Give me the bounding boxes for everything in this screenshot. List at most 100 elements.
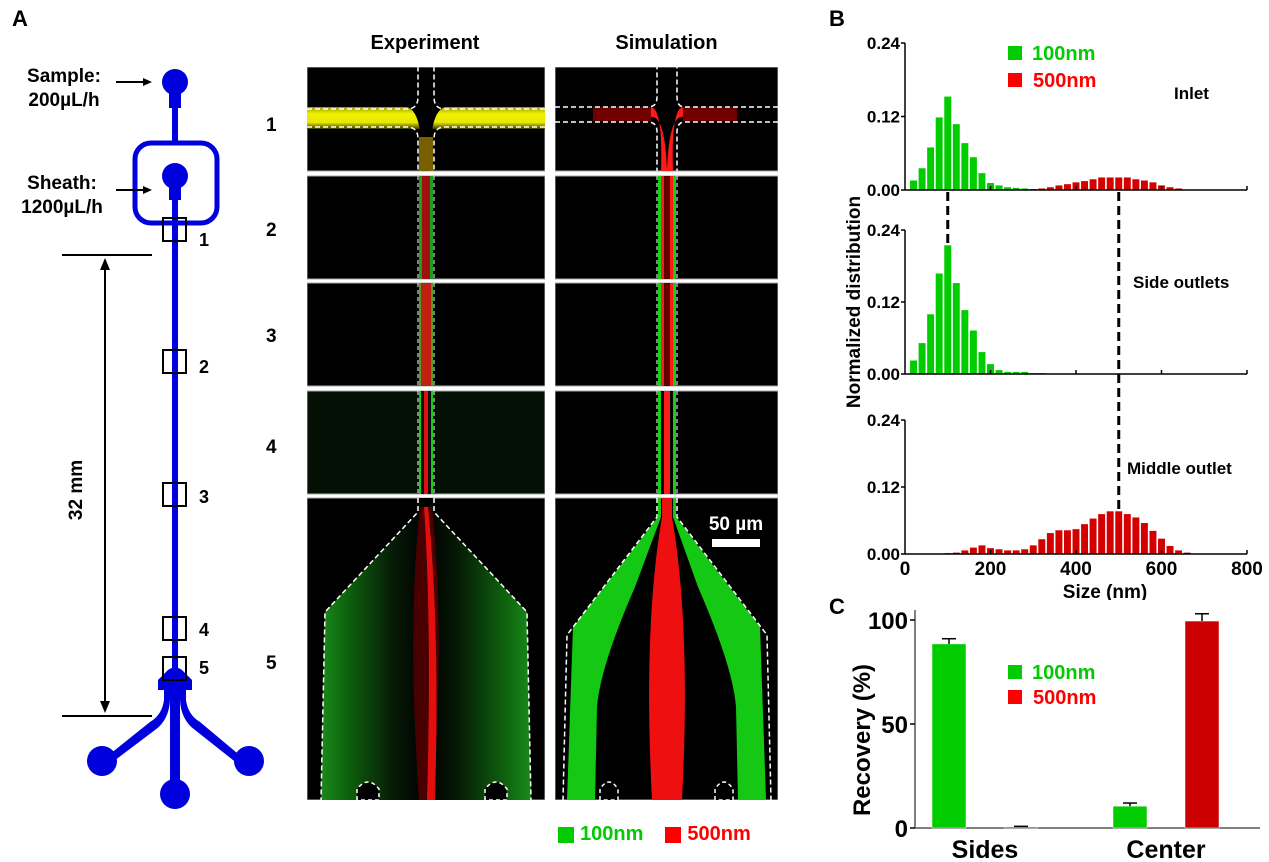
sample-rate: 200µL/h bbox=[28, 90, 100, 111]
x-tick-label: Center bbox=[1126, 836, 1205, 862]
column-title-simulation: Simulation bbox=[615, 32, 718, 54]
histogram-bar bbox=[1123, 176, 1132, 191]
histogram-bar bbox=[952, 123, 961, 191]
y-tick-label: 0.00 bbox=[867, 365, 900, 384]
histogram-subplot: 0.00 0.12 0.24 0 200 400 600 800 bbox=[867, 411, 1263, 580]
recovery-legend: 100nm 500nm bbox=[1008, 662, 1096, 709]
sample-channel bbox=[172, 100, 178, 145]
experiment-row-4 bbox=[307, 390, 545, 495]
histogram-bar bbox=[1089, 178, 1098, 191]
histogram-bar bbox=[1123, 513, 1132, 555]
histogram-bar bbox=[1148, 181, 1158, 191]
panel-label-c: C bbox=[829, 594, 845, 619]
row-label-4: 4 bbox=[266, 437, 277, 458]
x-tick-label: 0 bbox=[900, 559, 911, 580]
histogram-bar bbox=[969, 329, 978, 375]
simulation-row-2 bbox=[555, 175, 778, 280]
histogram-bar bbox=[1114, 176, 1123, 191]
length-dimension: 32 mm bbox=[62, 254, 152, 717]
legend-swatch-red bbox=[1008, 73, 1022, 87]
experiment-row-1 bbox=[307, 67, 545, 172]
window-3 bbox=[162, 482, 187, 507]
y-tick-label: 100 bbox=[868, 608, 908, 635]
sample-inlet-port bbox=[162, 69, 188, 95]
simulation-row-5: 50 µm bbox=[555, 497, 778, 800]
subplot-title-side-outlets: Side outlets bbox=[1133, 273, 1229, 292]
panel-b-histograms: Normalized distribution Size (nm) 100nm … bbox=[844, 34, 1263, 600]
experiment-images bbox=[307, 67, 545, 800]
y-tick-label: 0 bbox=[895, 816, 908, 843]
histogram-bar bbox=[977, 351, 987, 375]
histogram-bar bbox=[909, 359, 918, 375]
histogram-bar bbox=[1029, 544, 1038, 555]
window-1 bbox=[162, 217, 187, 242]
histogram-bar bbox=[1106, 176, 1115, 191]
device-schematic: 1 2 3 4 5 32 mm bbox=[62, 69, 264, 809]
window-2 bbox=[162, 349, 187, 374]
x-tick-label: Sides bbox=[952, 836, 1019, 862]
subplot-title-inlet: Inlet bbox=[1174, 84, 1209, 103]
histogram-bar bbox=[1131, 178, 1140, 191]
histogram-bar bbox=[1148, 530, 1158, 555]
histogram-legend: 100nm 500nm bbox=[1008, 43, 1096, 92]
recovery-bar bbox=[1112, 805, 1148, 829]
histogram-bar bbox=[918, 167, 927, 191]
histogram-bar bbox=[1106, 510, 1115, 555]
dimension-arrowhead-down-icon bbox=[100, 701, 110, 713]
recovery-bar bbox=[1184, 620, 1220, 829]
histogram-bar bbox=[1097, 513, 1106, 555]
sheath-rate: 1200µL/h bbox=[21, 197, 103, 218]
column-title-experiment: Experiment bbox=[370, 32, 480, 54]
window-labels: 1 2 3 4 5 bbox=[199, 230, 209, 678]
experiment-row-2 bbox=[307, 175, 545, 280]
legend-label-500nm: 500nm bbox=[1033, 687, 1096, 709]
legend-item-100nm: 100nm bbox=[558, 823, 643, 846]
legend-swatch-red bbox=[1008, 690, 1022, 704]
histogram-bar bbox=[1080, 180, 1089, 191]
histogram-bar bbox=[1054, 529, 1063, 555]
legend-swatch-red bbox=[665, 826, 682, 843]
histogram-bar bbox=[977, 172, 987, 191]
window-label-3: 3 bbox=[199, 487, 209, 507]
histogram-bar bbox=[1046, 532, 1055, 555]
row-label-3: 3 bbox=[266, 326, 277, 347]
histogram-subplot: 0.00 0.12 0.24 bbox=[867, 34, 1248, 200]
simulation-images: 50 µm bbox=[555, 67, 778, 800]
x-tick-label: 200 bbox=[975, 559, 1007, 580]
device-channels bbox=[87, 69, 264, 809]
histogram-bar bbox=[1063, 183, 1072, 191]
histogram-bar bbox=[960, 309, 969, 375]
legend-item-500nm: 500nm bbox=[665, 823, 751, 846]
panel-label-b: B bbox=[829, 6, 845, 31]
histogram-bar bbox=[926, 146, 935, 191]
window-label-2: 2 bbox=[199, 357, 209, 377]
observation-windows bbox=[162, 217, 187, 681]
y-tick-label: 0.24 bbox=[867, 221, 901, 240]
histogram-subplot: 0.00 0.12 0.24 bbox=[867, 221, 1248, 384]
dimension-arrowhead-up-icon bbox=[100, 258, 110, 270]
histogram-bar bbox=[977, 544, 987, 555]
legend-label: 100nm bbox=[580, 823, 644, 845]
y-axis-title: Normalized distribution bbox=[844, 196, 865, 408]
row-label-2: 2 bbox=[266, 220, 277, 241]
sample-label-text: Sample: bbox=[27, 66, 101, 87]
y-tick-label: 0.12 bbox=[867, 293, 900, 312]
histogram-bar bbox=[943, 95, 952, 191]
inlet-arrows bbox=[116, 78, 152, 194]
x-axis-title: Size (nm) bbox=[1063, 582, 1147, 600]
main-channel bbox=[172, 222, 178, 682]
histogram-bar bbox=[994, 548, 1004, 555]
histogram-bar bbox=[909, 179, 918, 191]
sample-arrowhead-icon bbox=[143, 78, 152, 86]
y-tick-label: 0.24 bbox=[867, 34, 901, 53]
window-5 bbox=[162, 656, 187, 681]
side-outlet-left-port bbox=[87, 746, 117, 776]
simulation-row-4 bbox=[555, 390, 778, 495]
subplot-title-middle-outlet: Middle outlet bbox=[1127, 459, 1232, 478]
histogram-bar bbox=[1080, 523, 1089, 555]
scale-bar bbox=[712, 539, 760, 547]
sample-label: Sample: 200µL/h bbox=[14, 65, 114, 113]
sheath-label-text: Sheath: bbox=[27, 173, 97, 194]
sheath-label: Sheath: 1200µL/h bbox=[6, 172, 118, 220]
length-label: 32 mm bbox=[66, 460, 87, 520]
